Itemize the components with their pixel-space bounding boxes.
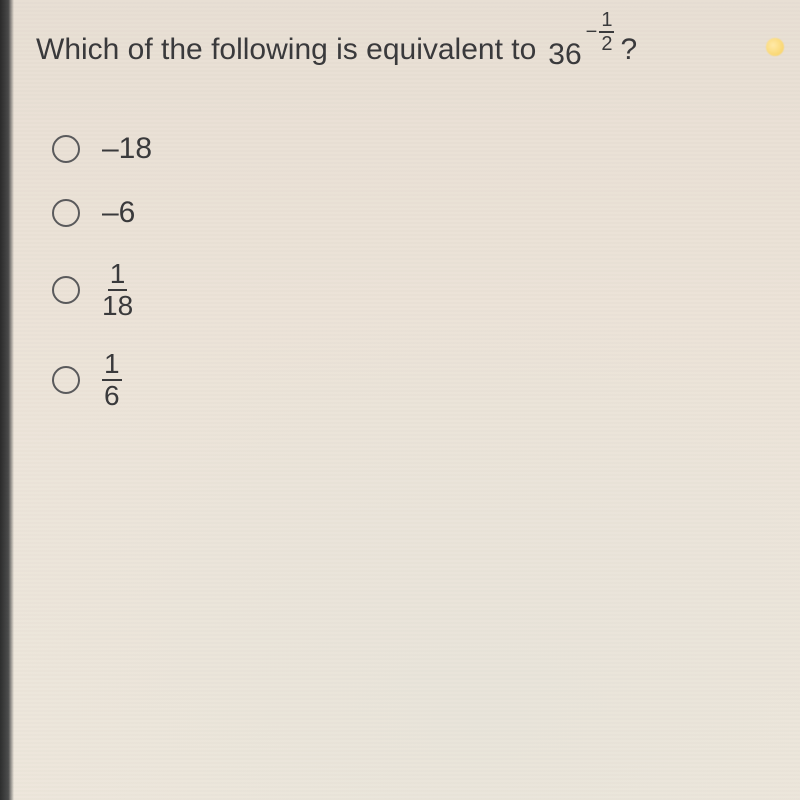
- question-prompt: Which of the following is equivalent to: [36, 33, 536, 67]
- math-expression: 36 − 1 2: [548, 28, 614, 72]
- radio-icon: [52, 366, 80, 394]
- yellow-indicator-dot: [766, 38, 784, 56]
- choice-a-value: –18: [102, 132, 152, 166]
- choice-d-numerator: 1: [102, 350, 122, 381]
- choice-b-value: –6: [102, 196, 135, 230]
- choice-b[interactable]: –6: [52, 196, 770, 230]
- quiz-content: Which of the following is equivalent to …: [0, 0, 800, 440]
- choice-c[interactable]: 1 18: [52, 260, 770, 320]
- exponent-numerator: 1: [599, 10, 614, 33]
- radio-icon: [52, 276, 80, 304]
- choice-c-fraction: 1 18: [102, 260, 133, 320]
- question-row: Which of the following is equivalent to …: [36, 28, 770, 72]
- exponent: − 1 2: [586, 10, 615, 54]
- choice-c-denominator: 18: [102, 291, 133, 320]
- choice-d-fraction: 1 6: [102, 350, 122, 410]
- radio-icon: [52, 135, 80, 163]
- answer-choices: –18 –6 1 18 1 6: [36, 132, 770, 410]
- question-mark: ?: [620, 33, 637, 67]
- exponent-sign: −: [586, 21, 598, 44]
- window-left-edge: [0, 0, 14, 800]
- choice-d-denominator: 6: [104, 381, 120, 410]
- exponent-fraction: 1 2: [599, 10, 614, 54]
- choice-c-numerator: 1: [108, 260, 128, 291]
- base-value: 36: [548, 40, 581, 72]
- choice-a[interactable]: –18: [52, 132, 770, 166]
- exponent-denominator: 2: [601, 33, 612, 54]
- radio-icon: [52, 199, 80, 227]
- choice-d[interactable]: 1 6: [52, 350, 770, 410]
